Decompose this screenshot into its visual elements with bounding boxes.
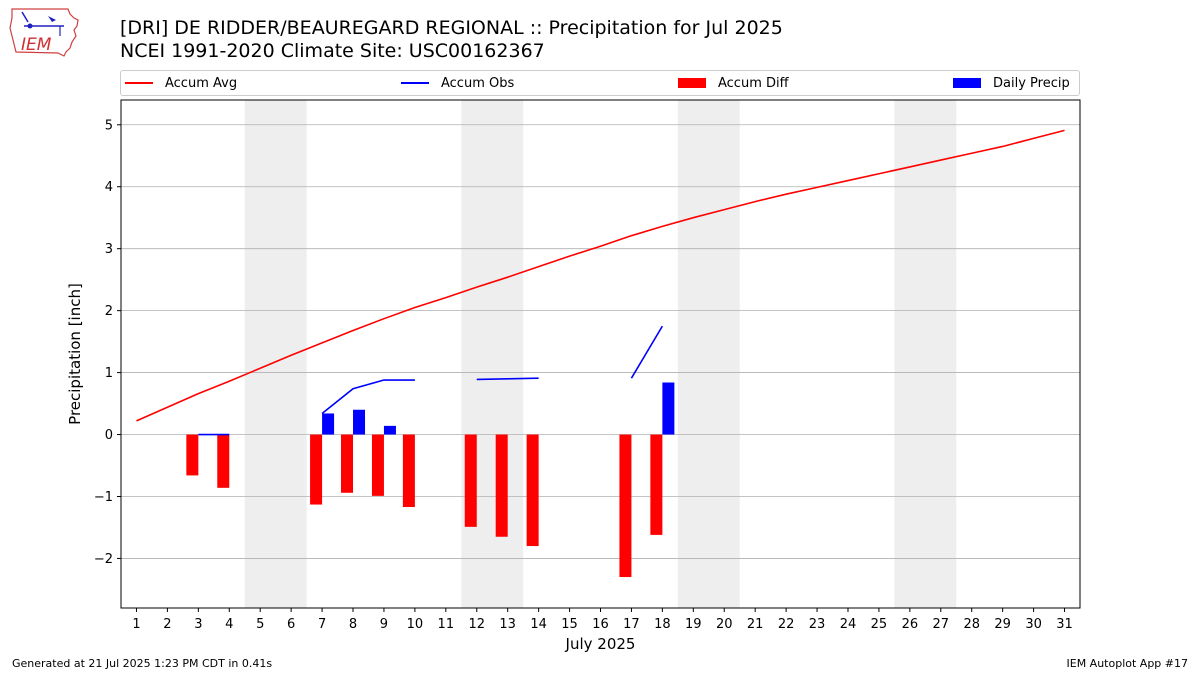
x-tick-label: 29: [994, 617, 1011, 632]
bar-accum-diff: [186, 434, 199, 476]
series-accum-obs-line: [321, 379, 415, 415]
x-axis-label: July 2025: [565, 635, 636, 653]
weekend-band: [894, 100, 957, 608]
chart-subtitle: NCEI 1991-2020 Climate Site: USC00162367: [120, 40, 545, 62]
legend-swatch-accum-avg: [125, 82, 153, 84]
footer-generated: Generated at 21 Jul 2025 1:23 PM CDT in …: [12, 657, 273, 670]
series-accum-obs-line: [630, 325, 664, 379]
bar-accum-diff: [526, 434, 539, 547]
footer-app: IEM Autoplot App #17: [1066, 657, 1189, 670]
bar-daily-precip: [353, 409, 366, 435]
legend-label-accum-diff: Accum Diff: [718, 75, 789, 91]
x-tick-label: 10: [407, 617, 424, 632]
bar-accum-diff: [619, 434, 632, 578]
y-tick-label: −2: [94, 552, 113, 567]
x-tick-label: 14: [530, 617, 547, 632]
y-tick-label: 0: [105, 428, 113, 443]
x-tick-label: 12: [468, 617, 485, 632]
bar-accum-diff: [341, 434, 354, 493]
y-tick-label: 3: [105, 242, 113, 257]
legend-swatch-accum-obs: [401, 82, 429, 84]
weekend-band: [461, 100, 524, 608]
series-accum-avg-line: [136, 129, 1065, 422]
legend-item-daily-precip: Daily Precip: [953, 74, 1070, 92]
series-accum-obs-line: [476, 377, 539, 381]
bar-daily-precip: [662, 382, 675, 435]
y-tick-label: −1: [94, 490, 113, 505]
x-tick-label: 20: [716, 617, 733, 632]
x-tick-label: 27: [933, 617, 950, 632]
x-tick-label: 9: [380, 617, 388, 632]
x-tick-label: 5: [256, 617, 264, 632]
x-tick-label: 21: [747, 617, 764, 632]
legend-label-accum-obs: Accum Obs: [441, 75, 515, 91]
bar-accum-diff: [371, 434, 384, 496]
x-tick-label: 18: [654, 617, 671, 632]
bar-daily-precip: [322, 413, 335, 435]
x-tick-label: 30: [1025, 617, 1042, 632]
x-tick-label: 19: [685, 617, 702, 632]
x-tick-label: 2: [163, 617, 171, 632]
bar-accum-diff: [495, 434, 508, 537]
x-tick-label: 28: [963, 617, 980, 632]
x-tick-label: 17: [623, 617, 640, 632]
x-tick-label: 4: [225, 617, 233, 632]
legend-item-accum-avg: Accum Avg: [125, 74, 237, 92]
x-tick-label: 26: [902, 617, 919, 632]
bar-accum-diff: [217, 434, 230, 488]
y-tick-label: 5: [105, 118, 113, 133]
bar-accum-diff: [402, 434, 415, 508]
x-tick-label: 8: [349, 617, 357, 632]
legend-swatch-accum-diff: [678, 78, 706, 88]
bar-accum-diff: [464, 434, 477, 527]
y-tick-label: 2: [105, 304, 113, 319]
chart-title: [DRI] DE RIDDER/BEAUREGARD REGIONAL :: P…: [120, 17, 783, 39]
x-tick-label: 16: [592, 617, 609, 632]
x-tick-label: 31: [1056, 617, 1073, 632]
x-tick-label: 25: [871, 617, 888, 632]
x-tick-label: 15: [561, 617, 578, 632]
x-tick-label: 1: [132, 617, 140, 632]
x-tick-label: 23: [809, 617, 826, 632]
bar-accum-diff: [310, 434, 323, 505]
x-tick-label: 6: [287, 617, 295, 632]
x-tick-label: 13: [499, 617, 516, 632]
iem-iowa-logo-icon: [9, 8, 79, 57]
x-tick-label: 24: [840, 617, 857, 632]
x-tick-label: 7: [318, 617, 326, 632]
iem-logo: IEM: [9, 8, 79, 57]
legend: Accum Avg Accum Obs Accum Diff Daily Pre…: [120, 70, 1080, 96]
bar-accum-diff: [650, 434, 663, 535]
bar-daily-precip: [383, 425, 396, 435]
legend-item-accum-obs: Accum Obs: [401, 74, 514, 92]
x-tick-label: 11: [438, 617, 455, 632]
y-tick-label: 1: [105, 366, 113, 381]
x-tick-label: 22: [778, 617, 795, 632]
legend-item-accum-diff: Accum Diff: [678, 74, 789, 92]
y-axis-label: Precipitation [inch]: [66, 283, 84, 425]
legend-label-daily-precip: Daily Precip: [993, 75, 1070, 91]
legend-swatch-daily-precip: [953, 78, 981, 88]
legend-label-accum-avg: Accum Avg: [165, 75, 238, 91]
logo-text: IEM: [21, 35, 52, 55]
x-tick-label: 3: [194, 617, 202, 632]
weekend-band: [244, 100, 307, 608]
weekend-band: [677, 100, 740, 608]
y-tick-label: 4: [105, 180, 113, 195]
